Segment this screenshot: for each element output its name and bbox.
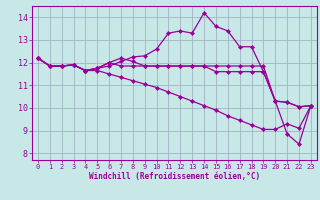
X-axis label: Windchill (Refroidissement éolien,°C): Windchill (Refroidissement éolien,°C) bbox=[89, 172, 260, 181]
